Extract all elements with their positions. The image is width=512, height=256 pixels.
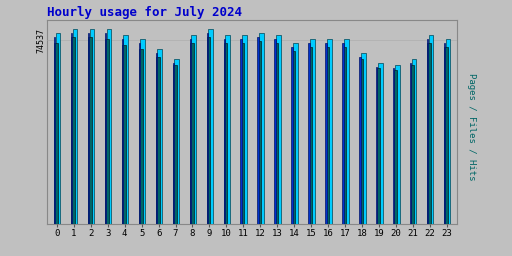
Bar [89, 37, 92, 225]
Bar [395, 65, 399, 225]
Bar [344, 39, 349, 225]
Bar [412, 59, 416, 225]
Bar [56, 33, 60, 225]
Bar [359, 59, 363, 225]
Bar [394, 70, 397, 225]
Bar [275, 43, 279, 225]
Bar [276, 35, 281, 225]
Bar [173, 65, 177, 225]
Bar [241, 43, 244, 225]
Bar [208, 29, 213, 225]
Bar [88, 33, 89, 225]
Bar [71, 33, 72, 225]
Bar [54, 43, 58, 225]
Bar [106, 29, 111, 225]
Bar [325, 43, 327, 225]
Bar [224, 43, 227, 225]
Bar [411, 65, 414, 225]
Bar [242, 35, 247, 225]
Bar [376, 67, 377, 225]
Bar [207, 37, 210, 225]
Bar [258, 41, 261, 225]
Bar [225, 35, 230, 225]
Bar [224, 39, 225, 225]
Bar [73, 29, 77, 225]
Bar [342, 43, 344, 225]
Bar [156, 53, 157, 225]
Bar [293, 43, 298, 225]
Bar [105, 33, 106, 225]
Bar [309, 47, 312, 225]
Bar [206, 33, 208, 225]
Bar [156, 57, 160, 225]
Bar [292, 51, 295, 225]
Bar [361, 53, 366, 225]
Bar [444, 47, 448, 225]
Bar [393, 68, 394, 225]
Bar [157, 49, 162, 225]
Bar [310, 39, 315, 225]
Bar [175, 59, 179, 225]
Bar [274, 39, 276, 225]
Bar [359, 57, 360, 225]
Bar [140, 39, 145, 225]
Bar [241, 39, 242, 225]
Bar [429, 35, 434, 225]
Bar [191, 35, 196, 225]
Bar [410, 63, 411, 225]
Bar [122, 45, 125, 225]
Bar [122, 39, 123, 225]
Bar [445, 39, 451, 225]
Bar [189, 39, 191, 225]
Bar [428, 43, 431, 225]
Bar [105, 39, 109, 225]
Bar [190, 43, 194, 225]
Text: Hourly usage for July 2024: Hourly usage for July 2024 [47, 6, 242, 18]
Bar [139, 49, 143, 225]
Bar [308, 43, 310, 225]
Bar [139, 43, 140, 225]
Bar [123, 35, 128, 225]
Bar [378, 63, 382, 225]
Bar [343, 47, 346, 225]
Bar [90, 29, 94, 225]
Bar [259, 33, 264, 225]
Bar [377, 68, 380, 225]
Bar [173, 63, 174, 225]
Bar [258, 37, 259, 225]
Bar [54, 37, 55, 225]
Bar [326, 47, 329, 225]
Bar [427, 39, 429, 225]
Bar [71, 37, 75, 225]
Bar [444, 43, 445, 225]
Bar [291, 47, 293, 225]
Bar [327, 39, 332, 225]
